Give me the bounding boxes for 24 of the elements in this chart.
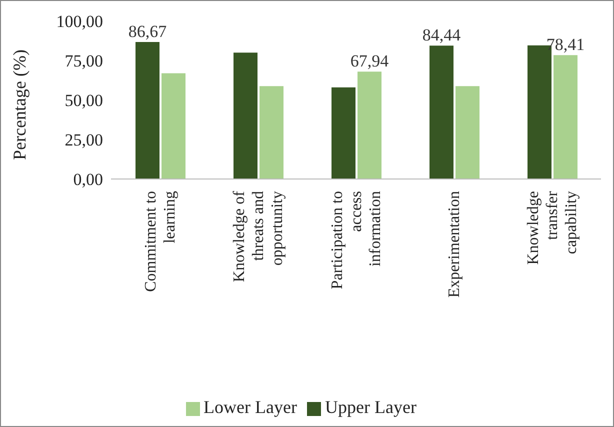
data-label: 67,94 <box>350 52 390 71</box>
x-tick-label: Experimentation <box>446 191 463 298</box>
y-tick-label: 50,00 <box>64 91 103 110</box>
bar <box>430 46 454 179</box>
data-label: 84,44 <box>422 26 462 45</box>
y-tick-label: 25,00 <box>64 130 103 150</box>
y-axis-title: Percentage (%) <box>9 50 30 160</box>
y-tick-label: 0,00 <box>73 170 103 190</box>
data-label: 78,41 <box>546 35 585 54</box>
legend-label: Upper Layer <box>325 397 416 417</box>
bar <box>234 52 258 179</box>
bar <box>456 86 480 179</box>
legend-label: Lower Layer <box>204 397 297 417</box>
y-tick-label: 75,00 <box>64 52 103 71</box>
y-tick-label: 100,00 <box>56 12 103 32</box>
bar <box>358 72 382 179</box>
bar <box>332 87 356 179</box>
bar <box>554 55 578 179</box>
bar <box>136 42 160 179</box>
x-tick-label: Commitment to learning <box>142 191 178 292</box>
bar <box>260 86 284 179</box>
data-label: 86,67 <box>128 22 168 42</box>
x-tick-label: Knowledge transfer capability <box>525 190 580 265</box>
bar <box>162 73 186 179</box>
